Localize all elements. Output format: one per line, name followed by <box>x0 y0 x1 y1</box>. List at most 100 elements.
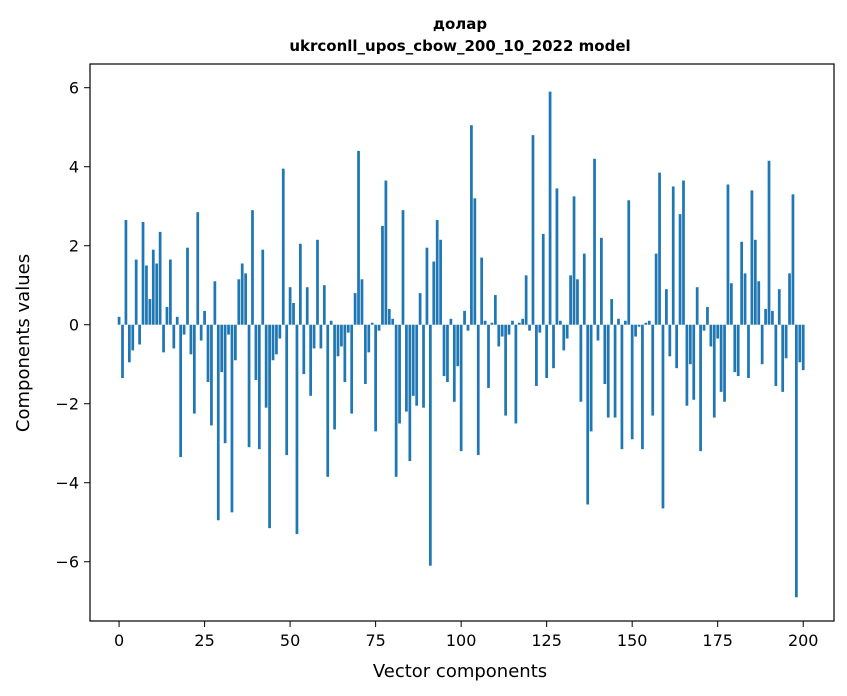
bar <box>179 324 183 458</box>
bar <box>487 324 490 388</box>
x-tick-label: 25 <box>194 631 214 650</box>
bar <box>374 324 377 432</box>
bar <box>165 306 169 325</box>
bar <box>760 324 764 365</box>
bar <box>220 324 224 373</box>
bar <box>675 324 679 369</box>
bar <box>346 324 350 333</box>
bar <box>613 324 617 418</box>
x-tick-label: 175 <box>702 631 733 650</box>
bar <box>771 310 774 325</box>
chart-title: долар <box>433 15 488 33</box>
bar <box>565 324 569 339</box>
bar <box>432 261 436 325</box>
bar <box>596 324 600 341</box>
bar <box>428 324 432 566</box>
bar <box>521 318 525 325</box>
bar <box>517 322 521 325</box>
bar <box>576 279 579 325</box>
bar <box>699 324 702 452</box>
bar <box>617 318 620 325</box>
bar <box>206 324 210 382</box>
y-axis-ticks: −6 −4 −2 0 2 4 6 <box>55 79 90 572</box>
bar <box>155 263 159 325</box>
bar <box>582 253 586 325</box>
bar <box>360 279 364 325</box>
bar <box>271 324 275 361</box>
bar <box>706 306 709 325</box>
bar <box>192 324 196 414</box>
bar <box>182 324 186 335</box>
bar <box>251 210 254 325</box>
bar <box>326 324 330 477</box>
bar <box>470 125 473 325</box>
bar <box>548 91 552 325</box>
bar <box>644 322 648 325</box>
bar <box>408 324 412 462</box>
bar <box>641 324 644 450</box>
bar <box>688 324 692 365</box>
bar <box>476 324 480 456</box>
bar <box>394 324 398 477</box>
bar <box>370 322 374 325</box>
bar <box>480 257 484 325</box>
bar <box>305 287 309 325</box>
bar <box>504 324 507 416</box>
bar <box>230 324 234 513</box>
bar <box>661 324 665 509</box>
bar <box>541 233 545 325</box>
y-tick-label: −6 <box>55 553 79 572</box>
bar <box>254 324 258 381</box>
bar <box>281 168 285 325</box>
bar <box>425 247 429 325</box>
bar <box>292 303 295 325</box>
y-tick-label: 2 <box>69 237 79 256</box>
bar <box>634 324 637 337</box>
x-tick-label: 50 <box>280 631 300 650</box>
x-tick-label: 200 <box>788 631 819 650</box>
bar <box>678 214 682 325</box>
bar <box>401 210 405 325</box>
bar <box>411 324 415 396</box>
bar <box>131 324 135 351</box>
y-tick-label: 0 <box>69 316 79 335</box>
x-axis-ticks: 0 25 50 75 100 125 150 175 200 <box>114 621 819 650</box>
bar <box>524 275 528 325</box>
bar <box>452 324 456 402</box>
bar <box>562 324 566 351</box>
x-tick-label: 75 <box>365 631 385 650</box>
bar <box>189 324 193 355</box>
bar <box>134 259 138 325</box>
bar <box>665 289 668 325</box>
bar <box>572 196 576 325</box>
bar <box>387 308 391 325</box>
bar <box>500 324 504 337</box>
bar <box>261 249 265 325</box>
bar <box>753 239 757 325</box>
bar <box>203 310 206 325</box>
bar <box>299 243 302 325</box>
bar <box>247 324 251 448</box>
bar <box>312 324 316 349</box>
bar <box>439 239 442 325</box>
bar <box>316 239 319 325</box>
bar <box>723 324 726 402</box>
bar <box>627 200 631 325</box>
bar <box>531 135 535 325</box>
bar <box>733 324 737 373</box>
bar <box>295 324 299 535</box>
bar <box>558 320 562 325</box>
bar <box>466 324 470 331</box>
bar <box>651 324 655 416</box>
bar <box>757 281 761 325</box>
bar <box>196 212 200 325</box>
bar <box>364 324 367 384</box>
y-axis-label: Components values <box>13 254 34 432</box>
bar <box>138 324 141 345</box>
bar <box>216 324 220 521</box>
bar <box>743 273 747 325</box>
bar <box>730 283 733 325</box>
bar <box>610 299 614 325</box>
bar <box>329 320 333 325</box>
